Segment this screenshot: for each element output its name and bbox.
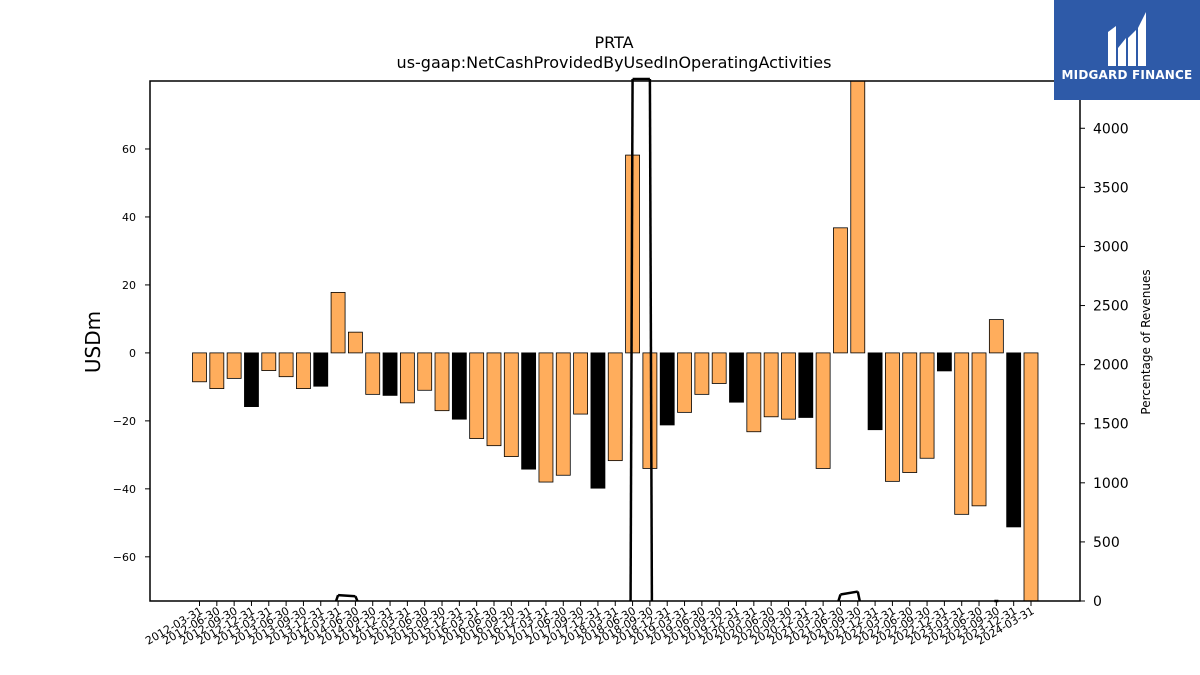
- y2-tick-label: 3500: [1093, 180, 1129, 196]
- ratio-line-edge: [856, 591, 861, 602]
- y-tick-label: 20: [122, 279, 136, 292]
- bar-2016-06-30: [486, 352, 502, 447]
- bar-2017-09-30: [573, 352, 589, 415]
- bar-2013-09-30: [296, 352, 311, 389]
- bar-2020-09-30: [781, 352, 796, 420]
- bar-2014-12-31: [382, 352, 398, 396]
- x-ticks-group: 2012-03-312012-06-302012-09-302012-12-31…: [143, 601, 1037, 648]
- bar-2021-06-30: [833, 227, 848, 354]
- y2-tick-label: 4000: [1093, 121, 1129, 137]
- y2-tick-label: 1500: [1093, 417, 1129, 433]
- bar-2021-03-31: [815, 352, 831, 469]
- bar-2023-12-31: [1006, 352, 1022, 528]
- ratio-line-segment: [840, 590, 858, 596]
- bar-2012-09-30: [226, 352, 242, 379]
- midgard-logo-icon: [1108, 12, 1146, 66]
- y2-tick-label: 2500: [1093, 299, 1129, 315]
- bar-2019-09-30: [711, 352, 727, 384]
- y-tick-label: −20: [113, 415, 136, 428]
- bar-2015-12-31: [451, 352, 467, 420]
- bar-2012-06-30: [209, 352, 225, 389]
- bar-2019-03-31: [677, 352, 692, 413]
- bar-2016-03-31: [469, 352, 485, 439]
- ratio-line-edge: [837, 594, 842, 602]
- y-tick-label: 40: [122, 211, 136, 224]
- bar-2015-03-31: [399, 352, 415, 404]
- bar-2020-03-31: [746, 352, 762, 433]
- y2-tick-label: 1000: [1093, 476, 1129, 492]
- bar-2012-03-31: [192, 352, 207, 383]
- chart-subtitle: us-gaap:NetCashProvidedByUsedInOperating…: [397, 53, 832, 72]
- bar-2015-09-30: [434, 352, 450, 412]
- ratio-line-edge: [648, 78, 654, 602]
- bar-2018-12-31: [659, 352, 675, 426]
- bar-2023-06-30: [971, 352, 987, 507]
- chart-title: PRTA: [594, 33, 633, 52]
- bar-2020-12-31: [798, 352, 814, 418]
- bar-2013-06-30: [278, 352, 294, 378]
- bar-2013-12-31: [313, 352, 329, 387]
- bar-2015-06-30: [417, 352, 433, 391]
- bar-2016-12-31: [521, 352, 537, 470]
- bar-2016-09-30: [503, 352, 519, 457]
- bar-2019-12-31: [729, 352, 744, 403]
- bar-2014-06-30: [348, 331, 363, 354]
- y2-tick-label: 3000: [1093, 239, 1129, 255]
- y2-ticks-group: 0 500 1000 1500 2000 2500 3000 3500 4000: [1080, 121, 1129, 610]
- bar-2017-12-31: [590, 352, 606, 489]
- y-ticks-group: −60 −40 −20 0 20 40 60: [113, 143, 150, 564]
- bar-2022-09-30: [919, 352, 935, 459]
- brand-name: MIDGARD FINANCE: [1061, 68, 1193, 82]
- y-tick-label: 60: [122, 143, 136, 156]
- y2-tick-label: 2000: [1093, 358, 1129, 374]
- plot-frame: [149, 80, 1081, 602]
- ratio-line-edge: [629, 78, 634, 602]
- bars-group: [192, 80, 1039, 602]
- bar-2014-03-31: [330, 291, 346, 354]
- bar-2021-12-31: [867, 352, 883, 431]
- ratio-line-edge: [354, 595, 359, 602]
- bar-2023-09-30: [988, 319, 1004, 354]
- bar-2021-09-30: [850, 80, 866, 354]
- y-tick-label: −60: [113, 551, 136, 564]
- bar-2019-06-30: [694, 352, 710, 395]
- bar-2018-03-31: [607, 352, 623, 462]
- bar-2014-09-30: [365, 352, 381, 395]
- y-tick-label: 0: [129, 347, 136, 360]
- bar-2017-06-30: [555, 352, 571, 476]
- bar-2023-03-31: [954, 352, 970, 515]
- ratio-line-segment: [337, 593, 356, 598]
- bar-2024-03-31: [1023, 352, 1039, 602]
- y-axis-label: USDm: [81, 311, 105, 373]
- brand-logo: MIDGARD FINANCE: [1054, 0, 1200, 100]
- bar-2022-12-31: [936, 352, 952, 372]
- y2-axis-label: Percentage of Revenues: [1139, 269, 1153, 414]
- y-tick-label: −40: [113, 483, 136, 496]
- y2-tick-label: 500: [1093, 535, 1120, 551]
- ratio-line-group: [334, 77, 999, 603]
- bar-2022-06-30: [902, 352, 918, 473]
- bar-2020-06-30: [763, 352, 779, 418]
- bar-2022-03-31: [885, 352, 900, 482]
- bar-2013-03-31: [261, 352, 277, 371]
- bar-2012-12-31: [244, 352, 259, 407]
- bar-2017-03-31: [538, 352, 554, 483]
- y2-tick-label: 0: [1093, 594, 1102, 610]
- ratio-line-edge: [334, 594, 340, 602]
